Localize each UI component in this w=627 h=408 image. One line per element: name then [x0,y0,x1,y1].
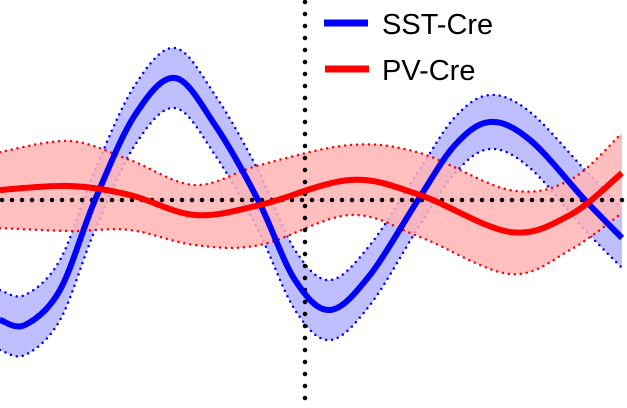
pv-cre-upper-bound [0,131,624,193]
legend: SST-Cre PV-Cre [324,9,493,87]
sst-cre-mean-line [0,74,625,330]
sst-cre-upper-bound [0,46,624,298]
pv-cre-mean-line [0,170,624,236]
legend-label-pv-cre: PV-Cre [382,55,475,87]
pv-cre-error-band [0,133,622,275]
sst-cre-error-band [0,47,622,357]
legend-label-sst-cre: SST-Cre [382,9,493,41]
